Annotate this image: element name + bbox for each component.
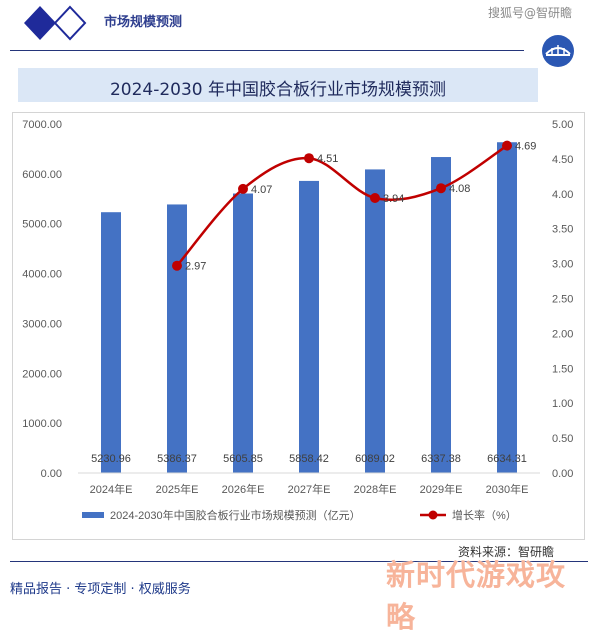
x-axis: 2024年E 2025年E 2026年E 2027年E 2028年E 2029年E 2030… xyxy=(78,472,540,496)
x-tick-label: 2025年E xyxy=(156,482,199,496)
line-series xyxy=(172,140,512,271)
growth-rate-line xyxy=(176,144,508,267)
right-tick-label: 1.00 xyxy=(552,398,573,410)
footer-tagline: 精品报告 · 专项定制 · 权威服务 xyxy=(10,582,191,597)
bar-value-label: 6634.31 xyxy=(487,453,527,465)
right-tick-label: 3.50 xyxy=(552,224,573,236)
bar-value-label: 5386.37 xyxy=(157,453,197,465)
growth-rate-label: 4.69 xyxy=(515,141,536,153)
growth-rate-label: 3.94 xyxy=(383,193,404,205)
right-tick-label: 4.00 xyxy=(552,189,573,201)
left-tick-label: 7000.00 xyxy=(22,119,62,131)
header-title: 市场规模预测 xyxy=(104,15,183,30)
bridge-emblem-icon xyxy=(542,35,574,67)
left-tick-label: 3000.00 xyxy=(22,318,62,330)
right-tick-label: 0.00 xyxy=(552,468,573,480)
bar xyxy=(101,212,121,473)
x-tick-label: 2024年E xyxy=(90,482,133,496)
bar-value-label: 5230.96 xyxy=(91,453,131,465)
right-tick-label: 4.50 xyxy=(552,154,573,166)
growth-rate-label: 2.97 xyxy=(185,261,206,273)
source-note: 资料来源：智研瞻 xyxy=(458,545,555,559)
growth-rate-label: 4.51 xyxy=(317,153,338,165)
bar xyxy=(167,204,187,473)
bar xyxy=(365,169,385,473)
right-tick-label: 2.50 xyxy=(552,294,573,306)
left-tick-label: 6000.00 xyxy=(22,169,62,181)
right-tick-label: 1.50 xyxy=(552,363,573,375)
growth-rate-label: 4.07 xyxy=(251,184,272,196)
chart-title: 2024-2030 年中国胶合板行业市场规模预测 xyxy=(109,80,447,100)
line-labels: 2.97 4.07 4.51 3.94 4.08 4.69 xyxy=(185,141,536,273)
bar-value-label: 5858.42 xyxy=(289,453,329,465)
diamond-logo-icon xyxy=(24,5,87,41)
x-tick-label: 2029年E xyxy=(420,482,463,496)
legend-line-marker xyxy=(428,510,438,520)
bar-labels: 5230.96 5386.37 5605.85 5858.42 6089.02 6337.… xyxy=(91,453,527,465)
footer-divider xyxy=(10,561,588,562)
x-tick-label: 2026年E xyxy=(222,482,265,496)
growth-rate-marker xyxy=(238,183,248,194)
bar xyxy=(431,157,451,473)
right-tick-label: 0.50 xyxy=(552,433,573,445)
left-tick-label: 0.00 xyxy=(41,468,62,480)
bar xyxy=(497,142,517,474)
x-tick-label: 2030年E xyxy=(486,482,529,496)
bar-value-label: 6337.38 xyxy=(421,453,461,465)
combo-chart: 0.00 1000.00 2000.00 3000.00 4000.00 5000.00 6… xyxy=(22,119,573,522)
right-tick-label: 2.00 xyxy=(552,328,573,340)
chart-title-band xyxy=(18,68,538,102)
legend-bar-label: 2024-2030年中国胶合板行业市场规模预测（亿元） xyxy=(110,508,361,522)
watermark-text: 搜狐号@智研瞻 xyxy=(488,6,573,20)
right-tick-label: 5.00 xyxy=(552,119,573,131)
bar xyxy=(233,193,253,473)
legend-bar-swatch xyxy=(82,512,104,518)
left-tick-label: 4000.00 xyxy=(22,269,62,281)
legend-line-label: 增长率（%） xyxy=(452,508,517,522)
left-axis: 0.00 1000.00 2000.00 3000.00 4000.00 5000.00 6… xyxy=(22,119,62,480)
right-tick-label: 3.00 xyxy=(552,259,573,271)
growth-rate-label: 4.08 xyxy=(449,183,470,195)
left-tick-label: 1000.00 xyxy=(22,418,62,430)
growth-rate-marker xyxy=(436,183,446,194)
bar-series xyxy=(101,142,517,474)
growth-rate-marker xyxy=(502,140,512,151)
growth-rate-marker xyxy=(370,192,380,203)
left-tick-label: 2000.00 xyxy=(22,368,62,380)
bar xyxy=(299,180,319,473)
x-tick-label: 2027年E xyxy=(288,482,331,496)
overlay-watermark: 新时代游戏攻略 xyxy=(386,558,567,634)
right-axis: 0.00 0.50 1.00 1.50 2.00 2.50 3.00 3.50 4.00 4.50… xyxy=(552,119,573,480)
x-tick-label: 2028年E xyxy=(354,482,397,496)
header-divider xyxy=(10,50,524,51)
bar-value-label: 5605.85 xyxy=(223,453,263,465)
bar-value-label: 6089.02 xyxy=(355,453,395,465)
legend: 2024-2030年中国胶合板行业市场规模预测（亿元） 增长率（%） xyxy=(82,508,517,522)
growth-rate-marker xyxy=(172,260,182,271)
growth-rate-marker xyxy=(304,153,314,164)
left-tick-label: 5000.00 xyxy=(22,219,62,231)
